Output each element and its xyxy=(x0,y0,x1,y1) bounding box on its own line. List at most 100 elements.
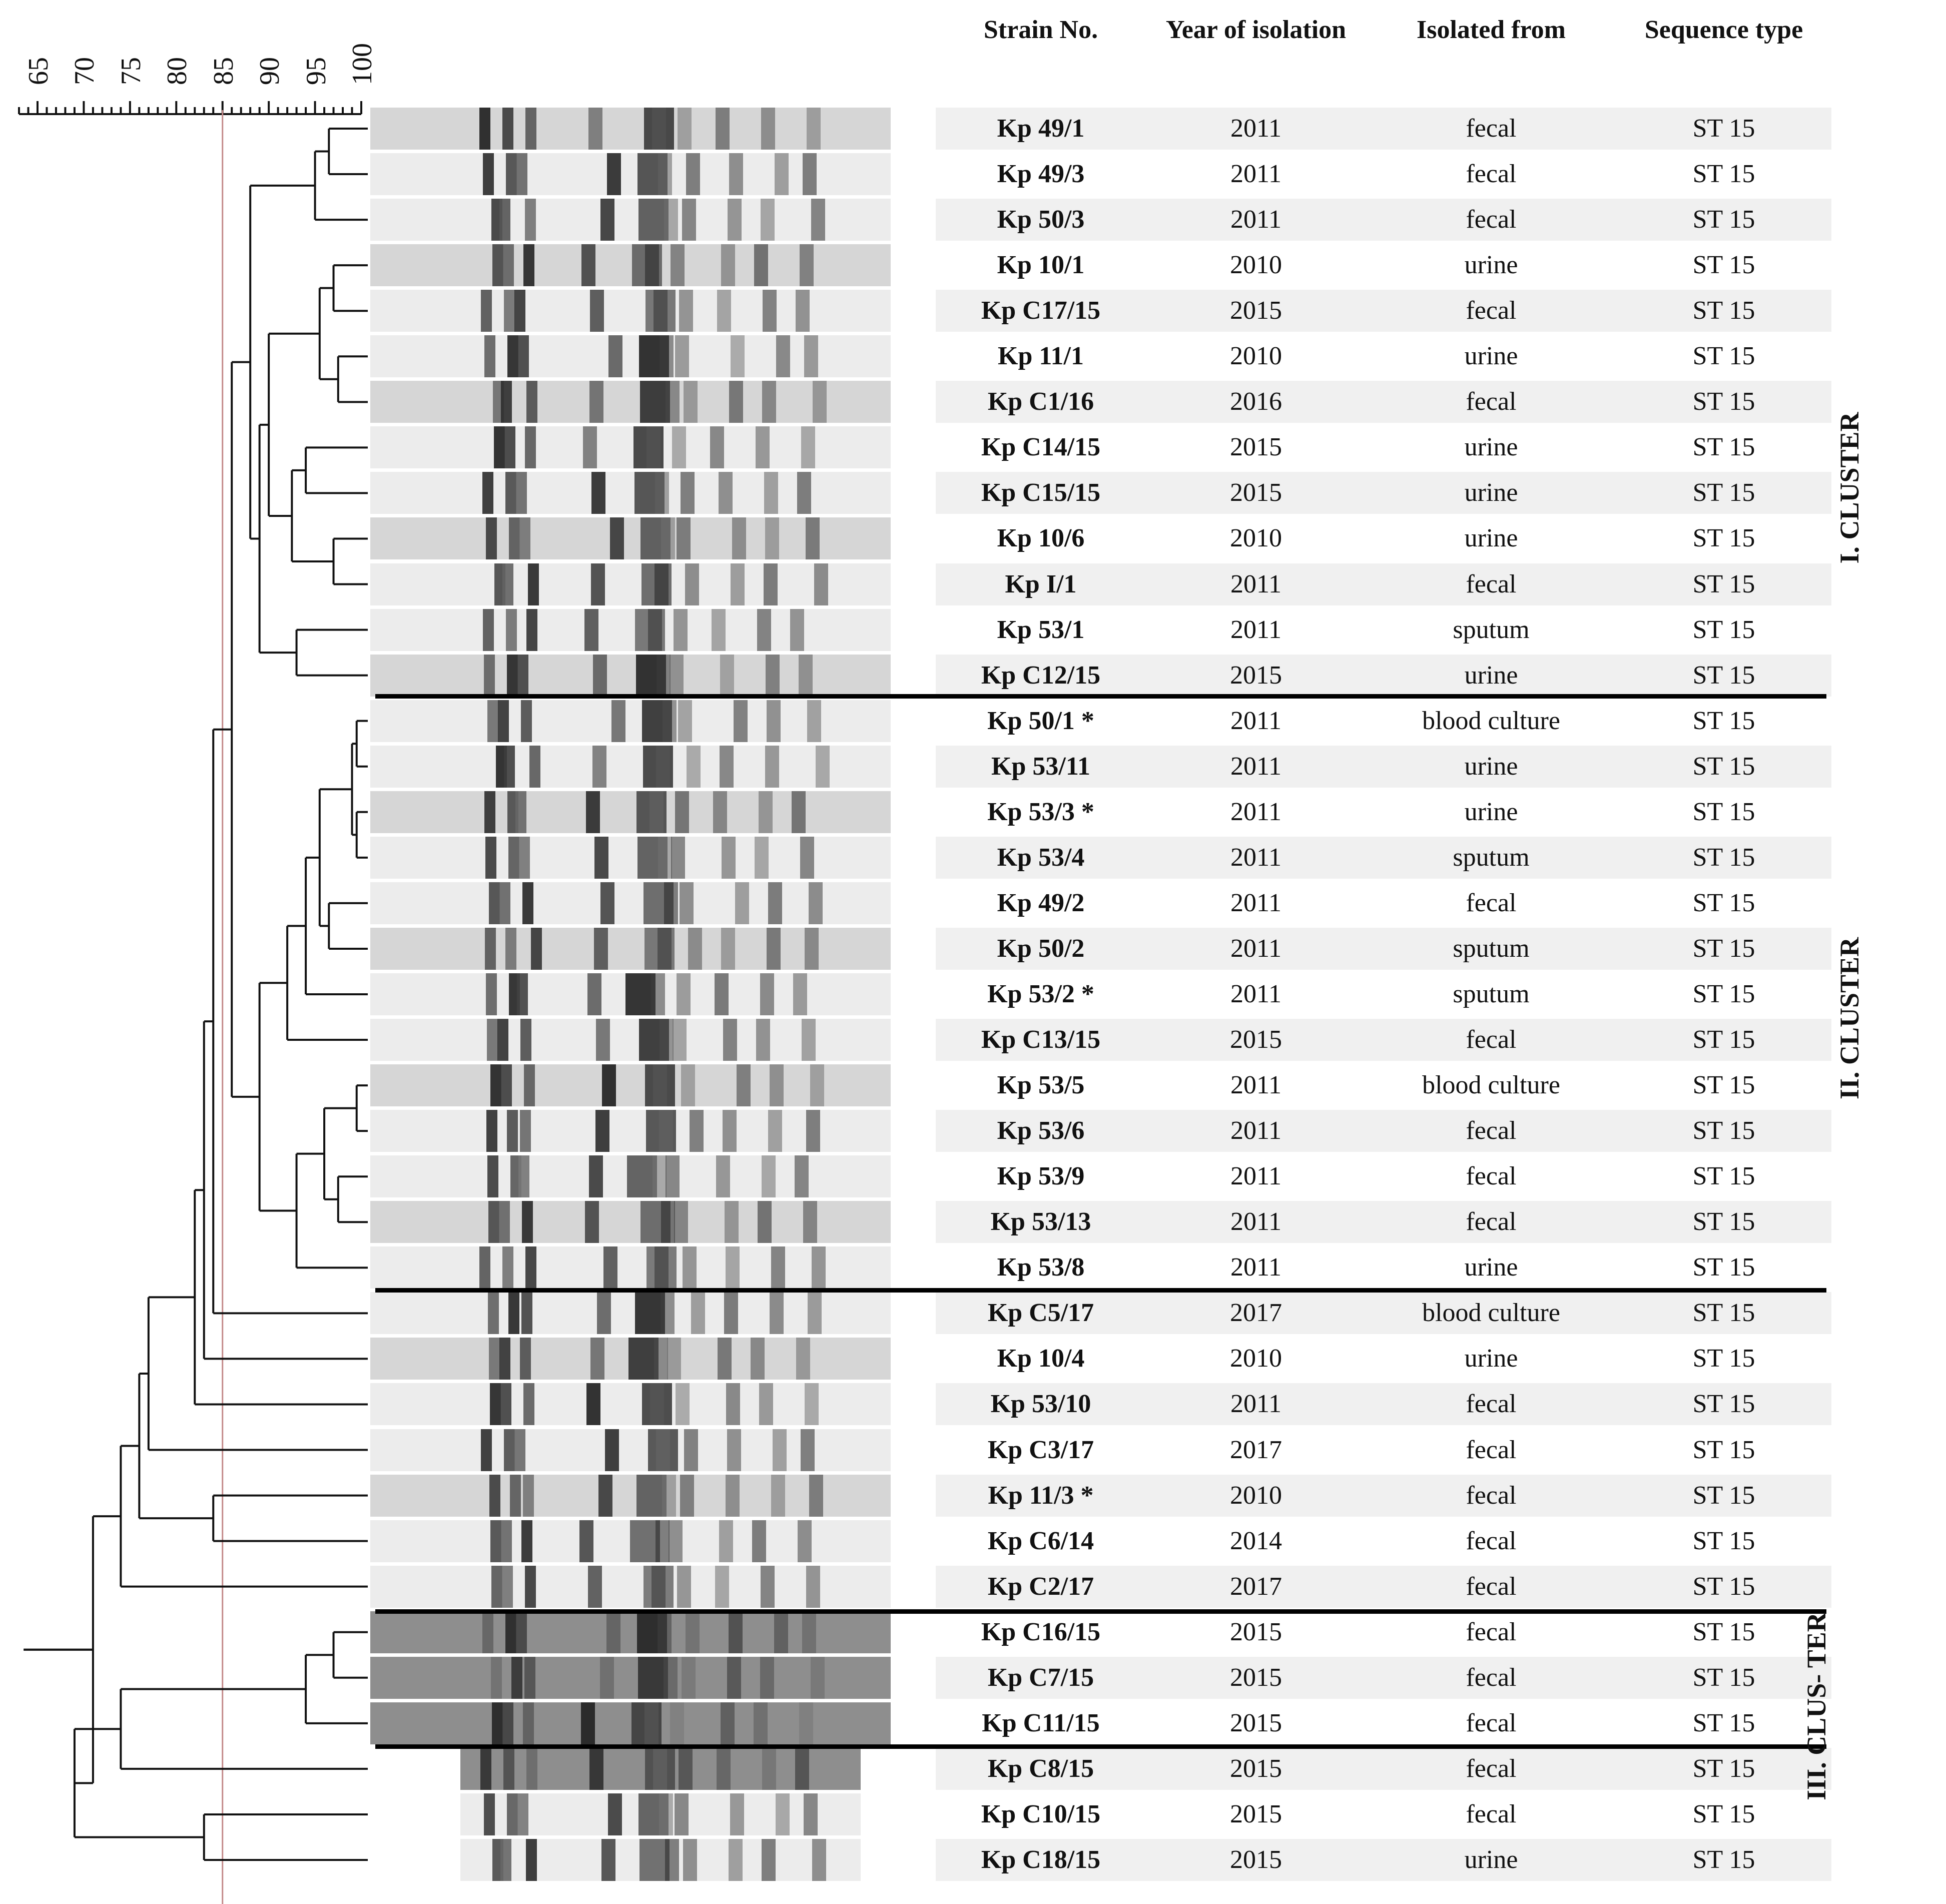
source-cell: urine xyxy=(1464,1344,1518,1373)
strain-cell: Kp C17/15 xyxy=(981,296,1101,325)
gel-lane xyxy=(370,1019,891,1061)
sequence-type-cell: ST 15 xyxy=(1692,1390,1755,1419)
strain-table: Strain No. Year of isolation Isolated fr… xyxy=(375,0,1864,1904)
table-row: Kp 10/4 2010 urine ST 15 xyxy=(936,1338,1831,1380)
year-cell: 2011 xyxy=(1230,1116,1282,1145)
source-cell: fecal xyxy=(1466,1799,1517,1828)
source-cell: fecal xyxy=(1466,1572,1517,1601)
sequence-type-cell: ST 15 xyxy=(1692,1663,1755,1692)
source-cell: fecal xyxy=(1466,1025,1517,1054)
source-cell: sputum xyxy=(1453,843,1530,872)
year-cell: 2010 xyxy=(1230,524,1282,553)
sequence-type-cell: ST 15 xyxy=(1692,160,1755,189)
year-cell: 2011 xyxy=(1230,160,1282,189)
table-row: Kp 53/10 2011 fecal ST 15 xyxy=(936,1383,1831,1426)
source-cell: fecal xyxy=(1466,1481,1517,1510)
table-row: Kp C17/15 2015 fecal ST 15 xyxy=(936,290,1831,332)
strain-cell: Kp 49/2 xyxy=(997,888,1085,917)
year-cell: 2011 xyxy=(1230,1207,1282,1236)
source-cell: fecal xyxy=(1466,1162,1517,1191)
strain-cell: Kp C12/15 xyxy=(981,661,1101,690)
table-row: Kp 49/1 2011 fecal ST 15 xyxy=(936,108,1831,150)
sequence-type-cell: ST 15 xyxy=(1692,433,1755,462)
source-cell: fecal xyxy=(1466,160,1517,189)
strain-cell: Kp 50/3 xyxy=(997,205,1085,234)
source-cell: fecal xyxy=(1466,1617,1517,1646)
gel-lane xyxy=(370,927,891,970)
table-row: Kp C13/15 2015 fecal ST 15 xyxy=(936,1019,1831,1061)
strain-cell: Kp 53/8 xyxy=(997,1253,1085,1282)
gel-lane xyxy=(370,153,891,196)
table-row: Kp 50/2 2011 sputum ST 15 xyxy=(936,927,1831,970)
sequence-type-cell: ST 15 xyxy=(1692,797,1755,826)
table-row: Kp C8/15 2015 fecal ST 15 xyxy=(936,1747,1831,1790)
table-row: Kp 49/2 2011 fecal ST 15 xyxy=(936,882,1831,924)
sequence-type-cell: ST 15 xyxy=(1692,661,1755,690)
table-row: Kp C6/14 2014 fecal ST 15 xyxy=(936,1520,1831,1562)
sequence-type-cell: ST 15 xyxy=(1692,934,1755,963)
source-cell: fecal xyxy=(1466,205,1517,234)
sequence-type-cell: ST 15 xyxy=(1692,1617,1755,1646)
gel-lane xyxy=(370,836,891,879)
source-cell: fecal xyxy=(1466,114,1517,143)
strain-cell: Kp C5/17 xyxy=(987,1299,1094,1328)
source-cell: urine xyxy=(1464,478,1518,507)
sequence-type-cell: ST 15 xyxy=(1692,342,1755,371)
sequence-type-cell: ST 15 xyxy=(1692,387,1755,416)
strain-cell: Kp 50/1 * xyxy=(987,706,1094,735)
year-cell: 2011 xyxy=(1230,1162,1282,1191)
gel-lane xyxy=(370,108,891,150)
table-row: Kp C11/15 2015 fecal ST 15 xyxy=(936,1702,1831,1744)
strain-cell: Kp 53/13 xyxy=(990,1207,1091,1236)
year-cell: 2011 xyxy=(1230,752,1282,781)
cluster-label-3: III. CLUS- TER xyxy=(1801,1612,1831,1800)
gel-lane xyxy=(370,654,891,697)
cluster-label-2: II. CLUSTER xyxy=(1834,937,1864,1100)
gel-lane xyxy=(460,1747,861,1790)
sequence-type-cell: ST 15 xyxy=(1692,1025,1755,1054)
sequence-type-cell: ST 15 xyxy=(1692,251,1755,280)
sequence-type-cell: ST 15 xyxy=(1692,615,1755,644)
strain-cell: Kp 53/3 * xyxy=(987,797,1094,826)
gel-lane xyxy=(370,745,891,788)
table-row: Kp C10/15 2015 fecal ST 15 xyxy=(936,1793,1831,1835)
year-cell: 2011 xyxy=(1230,888,1282,917)
gel-lane xyxy=(370,1656,891,1699)
table-row: Kp 49/3 2011 fecal ST 15 xyxy=(936,153,1831,195)
table-row: Kp 53/9 2011 fecal ST 15 xyxy=(936,1155,1831,1197)
strain-cell: Kp 53/11 xyxy=(991,752,1090,781)
source-cell: blood culture xyxy=(1422,1299,1560,1328)
year-cell: 2017 xyxy=(1230,1299,1282,1328)
gel-lane xyxy=(370,1155,891,1198)
source-cell: fecal xyxy=(1466,1754,1517,1783)
source-cell: fecal xyxy=(1466,1116,1517,1145)
year-cell: 2015 xyxy=(1230,433,1282,462)
table-row: Kp 11/3 * 2010 fecal ST 15 xyxy=(936,1474,1831,1517)
year-cell: 2010 xyxy=(1230,251,1282,280)
sequence-type-cell: ST 15 xyxy=(1692,1344,1755,1373)
gel-lane xyxy=(370,1292,891,1335)
source-cell: fecal xyxy=(1466,1207,1517,1236)
source-cell: sputum xyxy=(1453,934,1530,963)
table-row: Kp C18/15 2015 urine ST 15 xyxy=(936,1839,1831,1881)
sequence-type-cell: ST 15 xyxy=(1692,1162,1755,1191)
source-cell: urine xyxy=(1464,1253,1518,1282)
strain-cell: Kp 53/5 xyxy=(997,1071,1085,1100)
gel-lane xyxy=(370,290,891,332)
source-cell: sputum xyxy=(1453,980,1530,1008)
sequence-type-cell: ST 15 xyxy=(1692,1435,1755,1464)
source-cell: urine xyxy=(1464,251,1518,280)
sequence-type-cell: ST 15 xyxy=(1692,1299,1755,1328)
source-cell: urine xyxy=(1464,342,1518,371)
strain-cell: Kp 50/2 xyxy=(997,934,1085,963)
source-cell: urine xyxy=(1464,1845,1518,1874)
source-cell: fecal xyxy=(1466,1526,1517,1555)
year-cell: 2015 xyxy=(1230,478,1282,507)
strain-cell: Kp C14/15 xyxy=(981,433,1101,462)
sequence-type-cell: ST 15 xyxy=(1692,1799,1755,1828)
table-row: Kp C16/15 2015 fecal ST 15 xyxy=(936,1611,1831,1653)
strain-cell: Kp C2/17 xyxy=(987,1572,1094,1601)
gel-lane xyxy=(370,1474,891,1517)
table-row: Kp 10/1 2010 urine ST 15 xyxy=(936,244,1831,286)
gel-lane xyxy=(370,1611,891,1653)
